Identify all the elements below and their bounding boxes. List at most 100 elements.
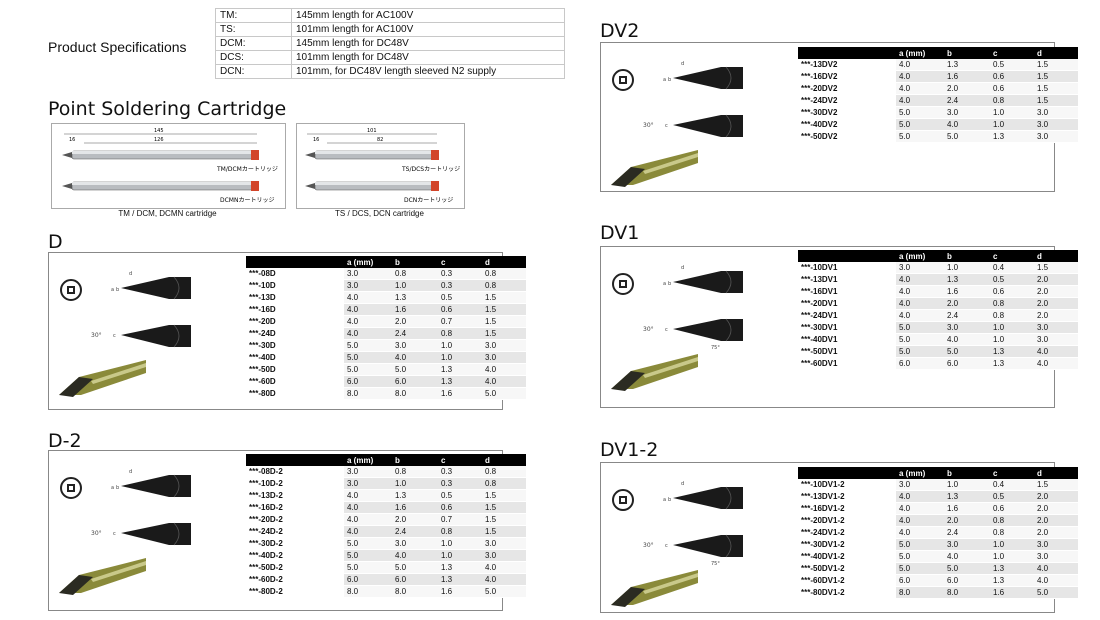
- dimension-value: 3.0: [482, 351, 526, 364]
- dimension-value: 4.0: [896, 490, 944, 503]
- svg-text:30°: 30°: [91, 530, 102, 537]
- tip-side-view-bottom: 30° c 75°: [643, 318, 743, 351]
- column-header: c: [438, 256, 482, 268]
- dimension-value: 8.0: [944, 586, 990, 599]
- dimension-value: 0.6: [990, 82, 1034, 95]
- dimension-value: 4.0: [896, 514, 944, 527]
- part-number: ***-60DV1-2: [798, 574, 896, 587]
- dimension-value: 2.0: [392, 513, 438, 526]
- part-number: ***-80DV1-2: [798, 586, 896, 599]
- dimension-value: 5.0: [1034, 586, 1078, 599]
- column-header: d: [1034, 250, 1078, 262]
- part-number: ***-20D-2: [246, 513, 344, 526]
- spec-key: TM:: [215, 8, 292, 23]
- part-number: ***-24DV1: [798, 309, 896, 322]
- dimension-value: 3.0: [344, 268, 392, 280]
- tip-photo: [611, 150, 698, 187]
- cart-right-dim-left: 16: [313, 137, 319, 143]
- part-number: ***-10DV1-2: [798, 479, 896, 491]
- section-dv12-box: d a b 30° c 75° a (mm) b c d ***-10DV1-2 3.0 1…: [600, 462, 1078, 613]
- cartridge-right-drawing: 101 82 16 TS/DCSカートリッジ DCNカートリッジ: [296, 123, 465, 209]
- dimension-value: 0.6: [438, 303, 482, 316]
- dimension-value: 4.0: [482, 561, 526, 574]
- dimension-value: 0.7: [438, 315, 482, 328]
- section-dv2-box: d a b 30° c a (mm) b c d ***-13DV2 4.0 1.3 0.5 1…: [600, 42, 1078, 192]
- dimension-value: 3.0: [392, 339, 438, 352]
- svg-text:a: a: [111, 485, 114, 491]
- dimension-value: 5.0: [344, 549, 392, 562]
- spec-table-d: a (mm) b c d ***-08D 3.0 0.8 0.3 0.8 ***-10D 3.0 1.…: [246, 256, 526, 400]
- dimension-value: 2.0: [944, 297, 990, 310]
- svg-text:d: d: [681, 481, 684, 487]
- dimension-value: 1.5: [1034, 479, 1078, 491]
- dimension-value: 5.0: [896, 345, 944, 358]
- dimension-value: 4.0: [944, 118, 990, 131]
- dimension-value: 1.5: [482, 315, 526, 328]
- table-row: ***-20DV1 4.0 2.0 0.8 2.0: [798, 297, 1078, 310]
- part-number: ***-13D: [246, 291, 344, 304]
- table-row: ***-20D-2 4.0 2.0 0.7 1.5: [246, 513, 526, 526]
- dimension-value: 0.6: [438, 501, 482, 514]
- cart-right-dim-total: 101: [367, 128, 377, 134]
- dimension-value: 0.5: [990, 273, 1034, 286]
- dimension-value: 3.0: [392, 537, 438, 550]
- part-number: ***-20DV1-2: [798, 514, 896, 527]
- column-header: b: [392, 256, 438, 268]
- column-header: b: [392, 454, 438, 466]
- cart-left-dim-inner: 126: [154, 137, 164, 143]
- dimension-value: 5.0: [344, 339, 392, 352]
- dimension-value: 1.3: [944, 490, 990, 503]
- dimension-value: 3.0: [1034, 550, 1078, 563]
- dimension-value: 2.4: [944, 526, 990, 539]
- svg-text:30°: 30°: [91, 332, 102, 339]
- dimension-value: 0.4: [990, 262, 1034, 274]
- svg-text:c: c: [113, 531, 116, 537]
- part-number: ***-13DV2: [798, 59, 896, 71]
- dimension-value: 8.0: [392, 387, 438, 400]
- dimension-value: 0.8: [990, 297, 1034, 310]
- svg-text:a: a: [663, 281, 666, 287]
- column-header: a (mm): [344, 454, 392, 466]
- table-row: ***-24DV1 4.0 2.4 0.8 2.0: [798, 309, 1078, 322]
- dimension-value: 4.0: [482, 375, 526, 388]
- spec-key: TS:: [215, 22, 292, 37]
- table-row: ***-13DV2 4.0 1.3 0.5 1.5: [798, 59, 1078, 71]
- dimension-value: 4.0: [344, 501, 392, 514]
- svg-text:b: b: [668, 281, 671, 287]
- dimension-value: 1.3: [944, 59, 990, 71]
- dimension-value: 1.5: [1034, 70, 1078, 83]
- dimension-value: 2.0: [944, 514, 990, 527]
- table-row: ***-40D-2 5.0 4.0 1.0 3.0: [246, 549, 526, 562]
- table-row: ***-50D-2 5.0 5.0 1.3 4.0: [246, 561, 526, 574]
- dimension-value: 5.0: [896, 321, 944, 334]
- dimension-value: 5.0: [392, 561, 438, 574]
- dimension-value: 0.8: [990, 94, 1034, 107]
- spec-value: 101mm length for AC100V: [291, 22, 565, 37]
- tip-drawing-d: d a b 30° c: [51, 255, 241, 410]
- dimension-value: 3.0: [482, 549, 526, 562]
- dimension-value: 1.3: [990, 562, 1034, 575]
- tip-photo: [611, 354, 698, 391]
- tip-side-view-bottom: 30° c: [643, 114, 743, 138]
- column-header: [798, 467, 896, 479]
- cart-right-caption: TS / DCS, DCN cartridge: [335, 209, 424, 218]
- part-number: ***-08D-2: [246, 466, 344, 478]
- section-dv12-title: DV1-2: [600, 439, 659, 461]
- dimension-value: 4.0: [344, 291, 392, 304]
- cartridge-left-drawing: 145 126 16 TM/DCMカートリッジ DCMNカートリッジ: [51, 123, 286, 209]
- table-row: ***-13D 4.0 1.3 0.5 1.5: [246, 291, 526, 304]
- dimension-value: 6.0: [344, 573, 392, 586]
- dimension-value: 8.0: [392, 585, 438, 598]
- cart-left-dim-total: 145: [154, 128, 164, 134]
- dimension-value: 0.6: [990, 285, 1034, 298]
- table-row: ***-60D-2 6.0 6.0 1.3 4.0: [246, 573, 526, 586]
- dimension-value: 1.3: [392, 489, 438, 502]
- spec-value: 101mm, for DC48V length sleeved N2 suppl…: [291, 64, 565, 79]
- tip-drawing-dv12: d a b 30° c 75°: [603, 465, 793, 620]
- column-header: [798, 250, 896, 262]
- part-number: ***-20DV2: [798, 82, 896, 95]
- dimension-value: 1.3: [392, 291, 438, 304]
- dimension-value: 4.0: [896, 82, 944, 95]
- part-number: ***-40D: [246, 351, 344, 364]
- column-header: b: [944, 47, 990, 59]
